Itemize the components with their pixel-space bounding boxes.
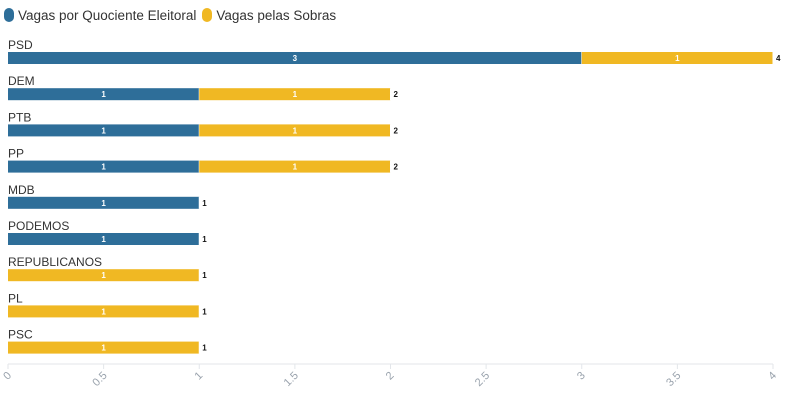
x-tick-label-2: 1 [193, 370, 206, 383]
x-tick-label-8: 4 [766, 370, 779, 383]
x-tick-label-6: 3 [575, 370, 588, 383]
category-label-pl: PL [8, 291, 23, 305]
segment-value-label-pp-1: 1 [293, 163, 298, 172]
bar-segment-psc-sobras[interactable] [8, 341, 200, 354]
bar-segment-podemos-quociente[interactable] [8, 233, 200, 245]
legend-item-quociente[interactable]: Vagas por Quociente Eleitoral [4, 8, 196, 23]
segment-value-label-psd-1: 1 [675, 54, 680, 63]
category-label-psc: PSC [8, 328, 33, 342]
total-value-label-pl: 1 [202, 307, 207, 316]
total-value-label-dem: 2 [394, 90, 399, 99]
segment-value-label-pp-0: 1 [101, 163, 106, 172]
x-tick-label-1: 0.5 [90, 370, 109, 389]
bar-segment-mdb-quociente[interactable] [8, 196, 200, 209]
x-tick-label-3: 1.5 [282, 370, 301, 389]
bar-segment-ptb-sobras[interactable] [199, 124, 391, 137]
total-value-label-republicanos: 1 [202, 271, 207, 280]
legend-label-sobras: Vagas pelas Sobras [216, 7, 337, 23]
segment-value-label-podemos-0: 1 [101, 235, 106, 244]
segment-value-label-pl-1: 1 [101, 307, 106, 316]
bar-segment-pp-sobras[interactable] [199, 160, 391, 173]
bar-segment-dem-quociente[interactable] [8, 88, 200, 101]
segment-value-label-psc-1: 1 [101, 344, 106, 353]
segment-value-label-psd-0: 3 [293, 54, 298, 63]
x-tick-label-7: 3.5 [664, 370, 683, 389]
bar-segment-dem-sobras[interactable] [199, 88, 391, 101]
bar-segment-ptb-quociente[interactable] [8, 124, 200, 137]
legend-label-quociente: Vagas por Quociente Eleitoral [18, 7, 197, 23]
total-value-label-mdb: 1 [202, 199, 207, 208]
total-value-label-pp: 2 [394, 163, 399, 172]
legend-swatch-quociente [4, 8, 14, 22]
category-label-mdb: MDB [8, 183, 35, 197]
category-label-ptb: PTB [8, 110, 31, 124]
bar-segment-pl-sobras[interactable] [8, 305, 200, 318]
category-label-podemos: PODEMOS [8, 219, 69, 233]
x-tick-label-5: 2.5 [473, 370, 492, 389]
chart-legend: Vagas por Quociente Eleitoral Vagas pela… [4, 6, 336, 24]
segment-value-label-mdb-0: 1 [101, 199, 106, 208]
bar-segment-republicanos-sobras[interactable] [8, 269, 200, 282]
x-tick-label-4: 2 [384, 370, 397, 383]
total-value-label-ptb: 2 [394, 126, 399, 135]
bar-segment-pp-quociente[interactable] [8, 160, 200, 173]
legend-item-sobras[interactable]: Vagas pelas Sobras [202, 8, 336, 23]
total-value-label-psc: 1 [202, 344, 207, 353]
total-value-label-podemos: 1 [202, 235, 207, 244]
segment-value-label-republicanos-1: 1 [101, 271, 106, 280]
segment-value-label-dem-0: 1 [101, 90, 106, 99]
x-tick-label-0: 0 [1, 370, 14, 383]
bar-segment-psd-sobras[interactable] [581, 52, 773, 64]
category-label-psd: PSD [8, 38, 33, 52]
segment-value-label-ptb-0: 1 [101, 126, 106, 135]
segment-value-label-ptb-1: 1 [293, 126, 298, 135]
category-label-pp: PP [8, 147, 24, 161]
legend-swatch-sobras [202, 8, 213, 22]
category-label-republicanos: REPUBLICANOS [8, 255, 102, 269]
segment-value-label-dem-1: 1 [293, 90, 298, 99]
category-label-dem: DEM [8, 74, 35, 88]
bar-segment-psd-quociente[interactable] [8, 52, 582, 64]
total-value-label-psd: 4 [776, 54, 781, 63]
